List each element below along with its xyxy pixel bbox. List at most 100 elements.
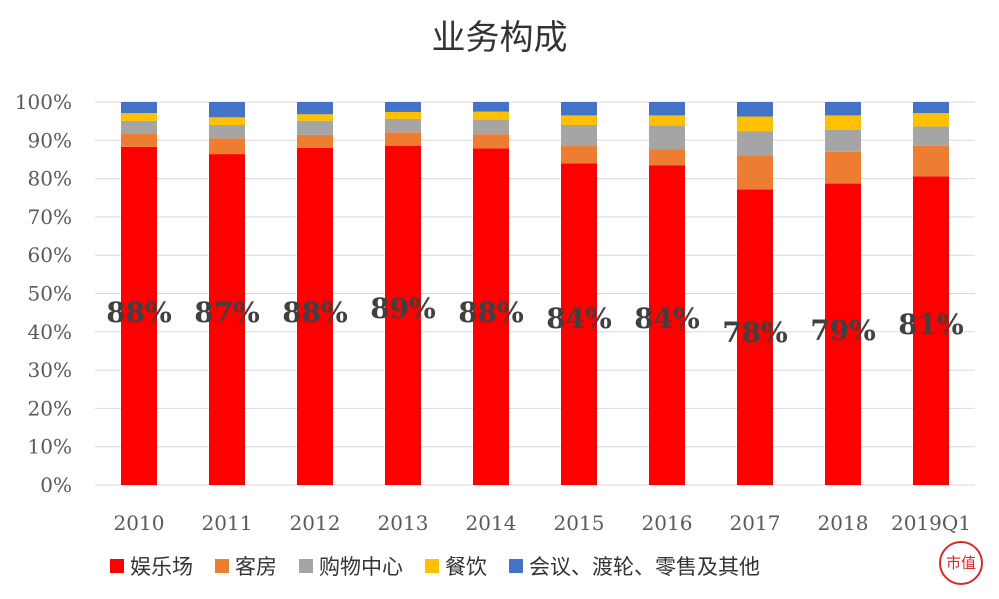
x-tick-label: 2016	[642, 511, 693, 535]
legend-swatch	[425, 559, 439, 573]
legend-label: 会议、渡轮、零售及其他	[529, 555, 760, 579]
legend-label: 娱乐场	[130, 555, 193, 579]
y-tick-label: 50%	[28, 282, 72, 306]
bar-segment	[297, 147, 333, 485]
bar-segment	[473, 134, 509, 149]
bar-segment	[825, 129, 861, 152]
bar-segment	[121, 146, 157, 485]
bar-segment	[561, 102, 597, 116]
bar-segment	[825, 115, 861, 130]
legend-label: 餐饮	[445, 555, 487, 579]
bar-segment	[473, 148, 509, 485]
x-tick-label: 2019Q1	[891, 511, 971, 535]
bar-segment	[913, 113, 949, 127]
bar-segment	[473, 111, 509, 120]
x-tick-label: 2011	[202, 511, 253, 535]
chart-title: 业务构成	[431, 18, 568, 58]
x-tick-label: 2010	[114, 511, 165, 535]
legend-item: 购物中心	[299, 551, 403, 581]
bar-segment	[737, 102, 773, 117]
data-label: 84%	[634, 302, 700, 335]
y-tick-label: 40%	[28, 320, 72, 344]
data-label: 79%	[810, 314, 876, 347]
bar-segment	[737, 155, 773, 190]
bar-segment	[561, 163, 597, 485]
bar-segment	[825, 183, 861, 486]
data-label: 88%	[106, 296, 172, 329]
bar-segment	[297, 134, 333, 148]
bar-segment	[737, 189, 773, 485]
y-tick-label: 20%	[28, 396, 72, 420]
x-tick-label: 2018	[818, 511, 869, 535]
x-tick-label: 2012	[290, 511, 341, 535]
legend-label: 购物中心	[319, 555, 403, 579]
data-label: 84%	[546, 302, 612, 335]
bar-segment	[121, 102, 157, 114]
y-tick-label: 30%	[28, 358, 72, 382]
bar-segment	[385, 118, 421, 133]
bar-segment	[913, 176, 949, 485]
bar-segment	[825, 102, 861, 116]
legend-item: 会议、渡轮、零售及其他	[509, 551, 760, 581]
data-label: 78%	[722, 316, 788, 349]
y-tick-label: 80%	[28, 167, 72, 191]
bar-segment	[121, 120, 157, 134]
bar-segment	[737, 131, 773, 156]
y-tick-label: 90%	[28, 128, 72, 152]
x-tick-label: 2015	[554, 511, 605, 535]
x-tick-label: 2013	[378, 511, 429, 535]
bar-segment	[737, 116, 773, 132]
bar-segment	[385, 102, 421, 112]
y-tick-label: 0%	[40, 473, 72, 497]
bar-segment	[209, 102, 245, 118]
bar-segment	[561, 146, 597, 164]
bar-segment	[121, 113, 157, 121]
bar-segment	[121, 133, 157, 147]
bar-segment	[561, 124, 597, 147]
bar-segment	[649, 115, 685, 126]
data-label: 81%	[898, 308, 964, 341]
legend-item: 客房	[215, 551, 277, 581]
bar-segment	[561, 115, 597, 125]
x-tick-label: 2017	[730, 511, 781, 535]
bar-segment	[913, 102, 949, 114]
legend-item: 娱乐场	[110, 551, 193, 581]
y-tick-label: 70%	[28, 205, 72, 229]
bar-segment	[209, 117, 245, 125]
bar-segment	[649, 165, 685, 485]
y-tick-label: 10%	[28, 435, 72, 459]
bar-segment	[209, 154, 245, 485]
bar-segment	[913, 126, 949, 146]
legend-swatch	[509, 559, 523, 573]
brand-logo: 市值	[939, 541, 983, 585]
bar-segment	[297, 120, 333, 135]
y-tick-label: 100%	[15, 90, 72, 114]
bar-segment	[649, 149, 685, 166]
bar-segment	[209, 124, 245, 139]
data-label: 87%	[194, 296, 260, 329]
legend: 娱乐场 客房 购物中心 餐饮 会议、渡轮、零售及其他	[110, 551, 760, 581]
legend-swatch	[110, 559, 124, 573]
x-tick-label: 2014	[466, 511, 517, 535]
bar-segment	[473, 119, 509, 135]
y-tick-label: 60%	[28, 243, 72, 267]
bar-segment	[297, 102, 333, 115]
bar-segment	[913, 145, 949, 177]
legend-item: 餐饮	[425, 551, 487, 581]
bar-segment	[649, 125, 685, 150]
data-label: 88%	[458, 296, 524, 329]
legend-swatch	[215, 559, 229, 573]
bar-segment	[385, 145, 421, 486]
bar-segment	[385, 132, 421, 146]
data-label: 88%	[282, 296, 348, 329]
bar-segment	[649, 102, 685, 116]
bar-segment	[385, 111, 421, 119]
bar-segment	[473, 102, 509, 112]
bar-segment	[209, 138, 245, 155]
bar-segment	[297, 114, 333, 121]
legend-swatch	[299, 559, 313, 573]
bar-segment	[825, 151, 861, 184]
legend-label: 客房	[235, 555, 277, 579]
data-label: 89%	[370, 292, 436, 325]
